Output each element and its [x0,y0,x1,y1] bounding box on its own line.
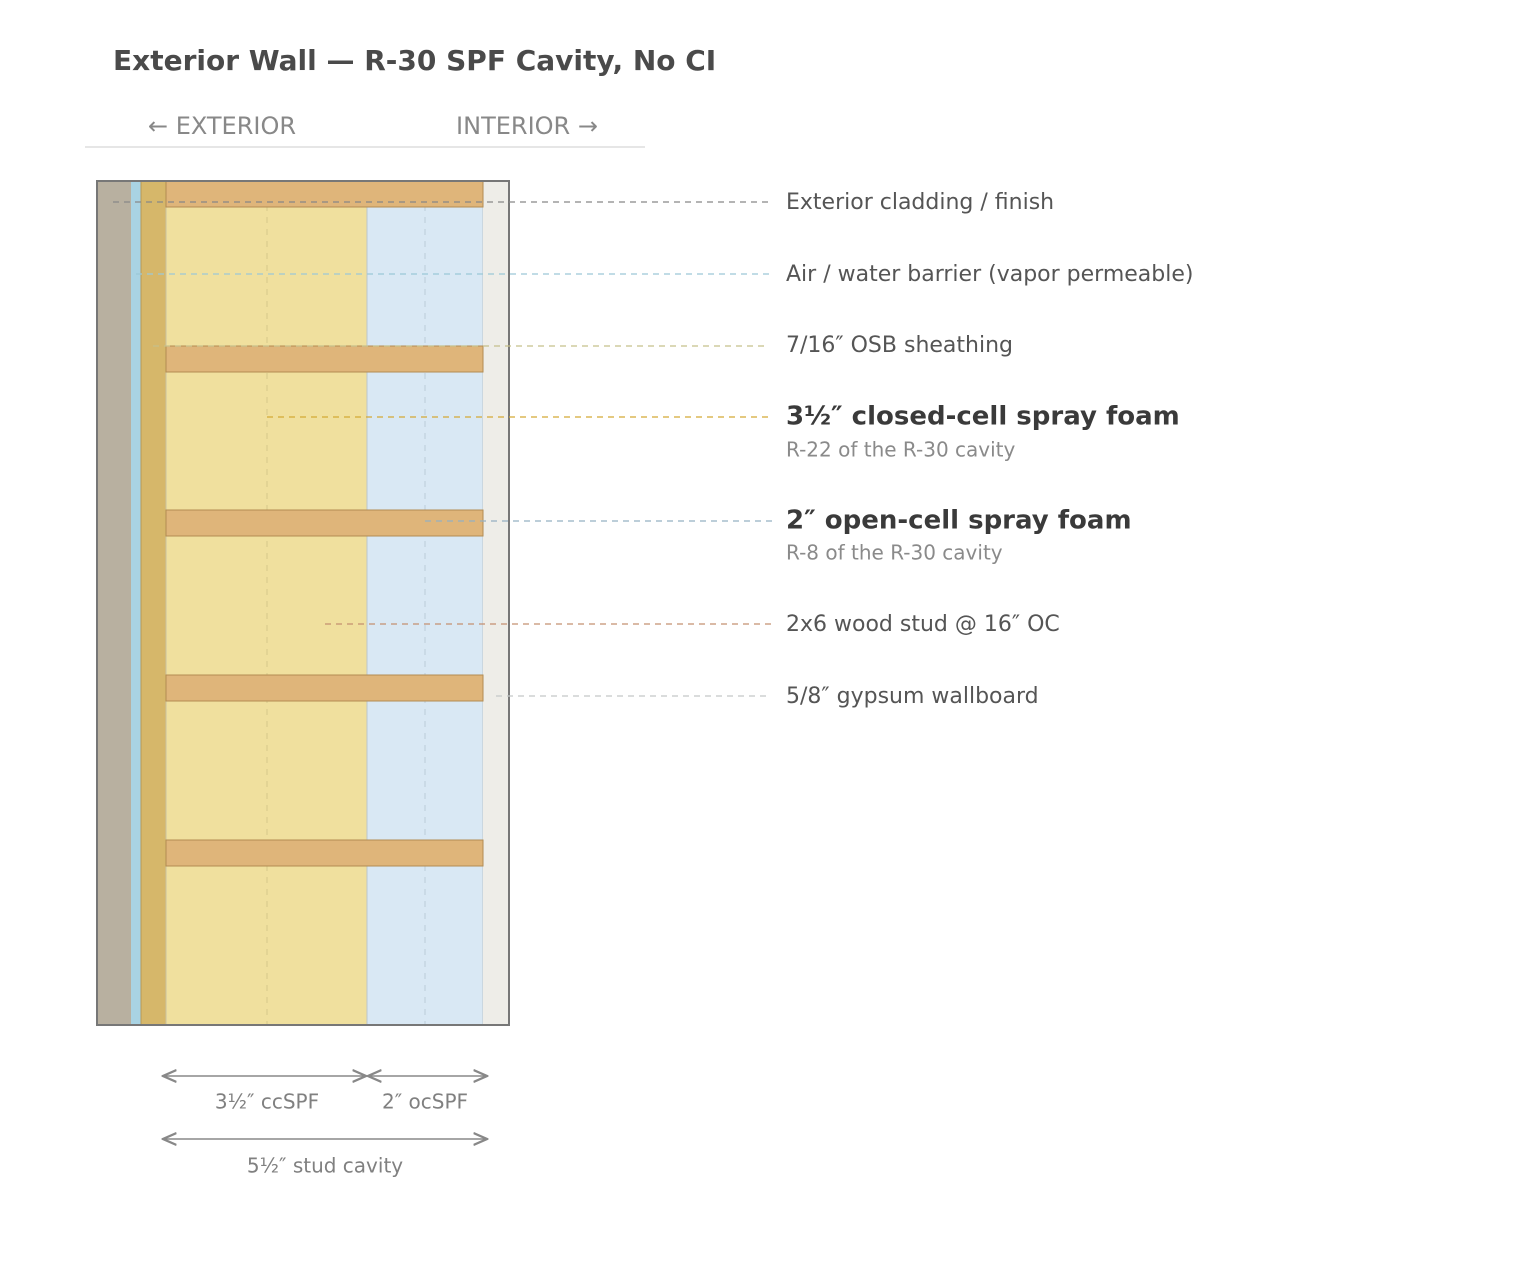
layer-label: 2″ open-cell spray foam [786,506,1132,536]
layer-label: 3½″ closed-cell spray foam [786,402,1180,432]
stud [165,674,484,702]
stud [165,345,484,373]
layer-note: R-22 of the R-30 cavity [786,438,1016,462]
leaders [113,201,773,697]
wall-section [96,180,510,1026]
stud [165,839,484,867]
gypsum [483,181,509,1025]
exterior-label: ← EXTERIOR [148,112,296,140]
dimension-label: 2″ ocSPF [382,1090,468,1114]
layer-label: 2x6 wood stud @ 16″ OC [786,612,1060,637]
layer-label: 7/16″ OSB sheathing [786,333,1013,358]
title: Exterior Wall — R-30 SPF Cavity, No CI [113,44,716,77]
dimension-label: 5½″ stud cavity [247,1154,403,1178]
dimension-label: 3½″ ccSPF [215,1090,319,1114]
stud [165,180,484,208]
layer-note: R-8 of the R-30 cavity [786,541,1003,565]
interior-label: INTERIOR → [456,112,598,140]
layer-label: Exterior cladding / finish [786,190,1054,215]
dimensions: 3½″ ccSPF 2″ ocSPF 5½″ stud cavity [163,1076,487,1178]
cladding [97,181,131,1025]
stud [165,509,484,537]
osb [140,180,167,1026]
layer-label: Air / water barrier (vapor permeable) [786,262,1193,287]
layer-label: 5/8″ gypsum wallboard [786,684,1039,709]
wrb [131,181,141,1025]
wall-outline [96,180,510,1026]
